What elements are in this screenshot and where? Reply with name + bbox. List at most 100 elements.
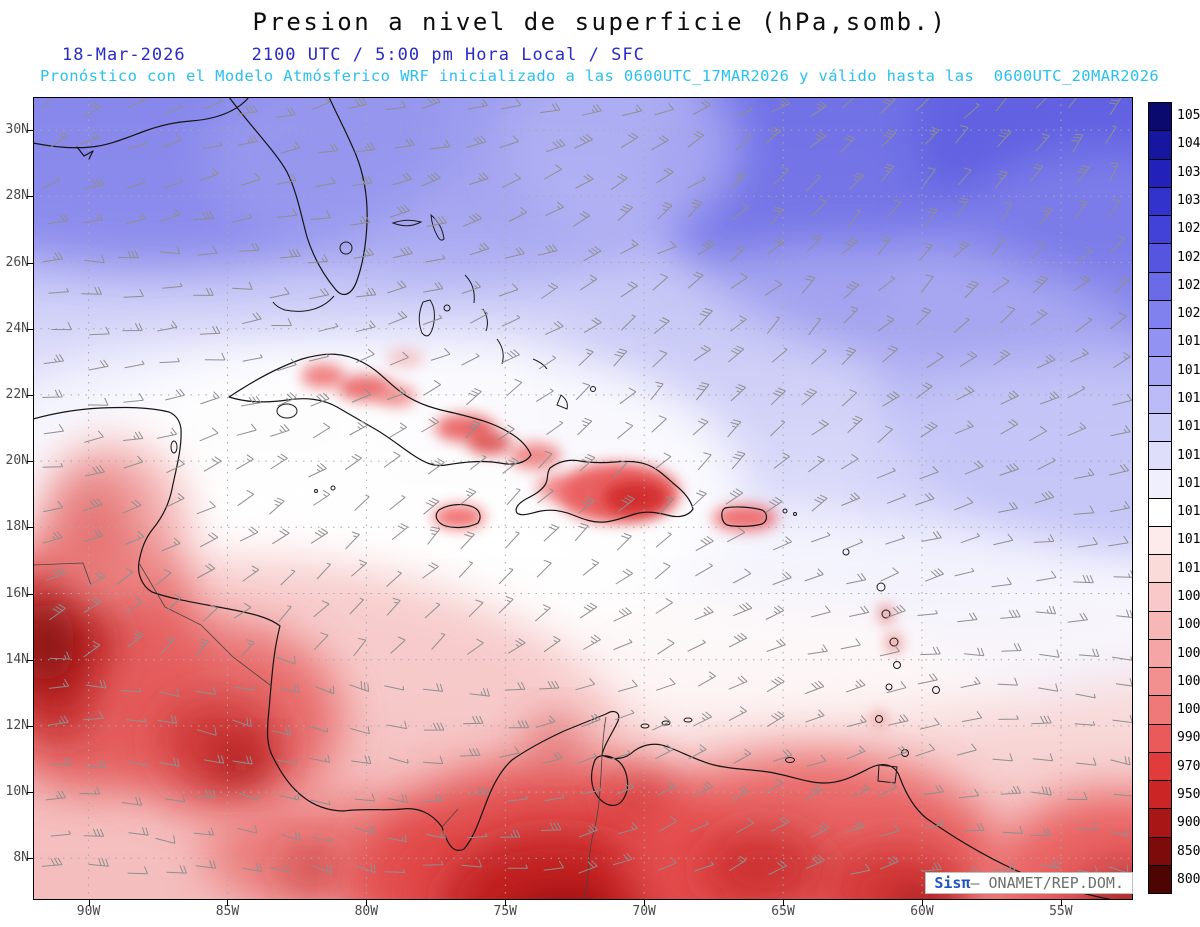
colorbar-segment <box>1149 187 1171 216</box>
colorbar-segment <box>1149 272 1171 301</box>
coastlines <box>33 97 1114 900</box>
colorbar-segment <box>1149 668 1171 697</box>
colorbar-label: 1014 <box>1177 475 1200 491</box>
colorbar-label: 1000 <box>1177 702 1200 718</box>
lat-tick-label: 8N <box>13 850 29 866</box>
lat-axis-tick <box>27 130 33 132</box>
pressure-shading <box>33 97 1133 900</box>
colorbar-segment <box>1149 809 1171 838</box>
valid-hour: 2100 UTC / 5:00 pm Hora Local / SFC <box>251 45 645 65</box>
colorbar-segment <box>1149 413 1171 442</box>
colorbar-label: 1018 <box>1177 362 1200 378</box>
colorbar-segment <box>1149 555 1171 584</box>
colorbar-label: 1019 <box>1177 334 1200 350</box>
lon-axis-tick <box>783 900 785 906</box>
lon-tick-label: 65W <box>771 904 795 919</box>
colorbar-segment <box>1149 837 1171 866</box>
lat-axis-tick <box>27 725 33 727</box>
colorbar-segment <box>1149 781 1171 810</box>
colorbar-label: 950 <box>1177 787 1200 802</box>
lat-tick-label: 30N <box>5 122 29 138</box>
colorbar-segment <box>1149 865 1171 893</box>
colorbar-segment <box>1149 696 1171 725</box>
colorbar-label: 850 <box>1177 843 1200 859</box>
colorbar-label: 800 <box>1177 871 1200 887</box>
lon-tick-label: 90W <box>76 904 101 919</box>
lat-tick-label: 20N <box>5 453 29 469</box>
colorbar-label: 1013 <box>1177 504 1200 520</box>
lat-tick-label: 22N <box>5 386 29 402</box>
lon-axis-tick <box>366 900 368 906</box>
colorbar-segment <box>1149 724 1171 753</box>
lat-tick-label: 14N <box>5 651 29 667</box>
colorbar-segment <box>1149 583 1171 612</box>
lat-tick-label: 24N <box>5 320 29 336</box>
colorbar-segment <box>1149 357 1171 386</box>
colorbar-segment <box>1149 300 1171 329</box>
map-frame <box>33 97 1133 900</box>
colorbar-label: 990 <box>1177 730 1200 746</box>
lat-axis-tick <box>27 262 33 264</box>
colorbar-label: 1028 <box>1177 221 1200 237</box>
colorbar-label: 1022 <box>1177 277 1200 293</box>
colorbar-segment <box>1149 103 1171 132</box>
colorbar-segment <box>1149 498 1171 527</box>
colorbar-label: 900 <box>1177 815 1200 831</box>
lat-axis-tick <box>27 858 33 860</box>
pressure-map-canvas <box>33 97 1133 900</box>
colorbar-segment <box>1149 611 1171 640</box>
valid-date: 18-Mar-2026 <box>62 45 186 65</box>
colorbar-segment <box>1149 159 1171 188</box>
colorbar-label: 1035 <box>1177 164 1200 180</box>
lat-axis-tick <box>27 792 33 794</box>
lon-tick-label: 80W <box>354 904 379 919</box>
colorbar-label: 970 <box>1177 758 1200 774</box>
lon-axis-tick <box>921 900 923 906</box>
lat-axis-tick <box>27 196 33 198</box>
wind-barbs <box>40 97 1133 876</box>
colorbar-label: 1050 <box>1177 108 1200 124</box>
colorbar-label: 1030 <box>1177 193 1200 208</box>
lon-axis-tick <box>227 900 229 906</box>
colorbar-label: 1020 <box>1177 306 1200 322</box>
lat-tick-label: 18N <box>5 519 29 535</box>
colorbar-segment <box>1149 329 1171 358</box>
lon-axis-tick <box>88 900 90 906</box>
lat-tick-label: 26N <box>5 254 29 270</box>
lon-tick-label: 70W <box>632 904 656 919</box>
lat-axis-tick <box>27 659 33 661</box>
lon-axis-tick <box>1060 900 1062 906</box>
colorbar-segment <box>1149 244 1171 273</box>
lat-tick-label: 10N <box>5 784 29 800</box>
lon-tick-label: 60W <box>910 904 934 919</box>
page-title: Presion a nivel de superficie (hPa,somb.… <box>252 8 948 36</box>
small-islands <box>170 213 940 784</box>
colorbar-label: 1015 <box>1177 447 1200 463</box>
colorbar-segment <box>1149 131 1171 160</box>
colorbar-label: 1006 <box>1177 617 1200 633</box>
colorbar-label: 1004 <box>1177 645 1200 661</box>
colorbar-segment <box>1149 216 1171 245</box>
colorbar-label: 1040 <box>1177 136 1200 152</box>
country-borders <box>33 562 607 900</box>
lat-axis-tick <box>27 461 33 463</box>
pressure-colorbar <box>1148 102 1172 894</box>
lon-axis-tick <box>644 900 646 906</box>
model-init-line: Pronóstico con el Modelo Atmósferico WRF… <box>40 67 1160 85</box>
lat-tick-label: 28N <box>5 188 29 204</box>
colorbar-segment <box>1149 385 1171 414</box>
colorbar-segment <box>1149 526 1171 555</box>
lon-tick-label: 85W <box>215 904 240 919</box>
lat-axis-tick <box>27 328 33 330</box>
lat-axis-tick <box>27 527 33 529</box>
colorbar-label: 1010 <box>1177 560 1200 576</box>
lon-tick-label: 55W <box>1049 904 1073 919</box>
colorbar-segment <box>1149 752 1171 781</box>
colorbar-label: 1025 <box>1177 249 1200 265</box>
lat-tick-label: 16N <box>5 585 29 601</box>
colorbar-segment <box>1149 639 1171 668</box>
credit-badge: Sisπ— ONAMET/REP.DOM. <box>925 872 1133 894</box>
colorbar-label: 1017 <box>1177 391 1200 406</box>
colorbar-label: 1012 <box>1177 532 1200 548</box>
